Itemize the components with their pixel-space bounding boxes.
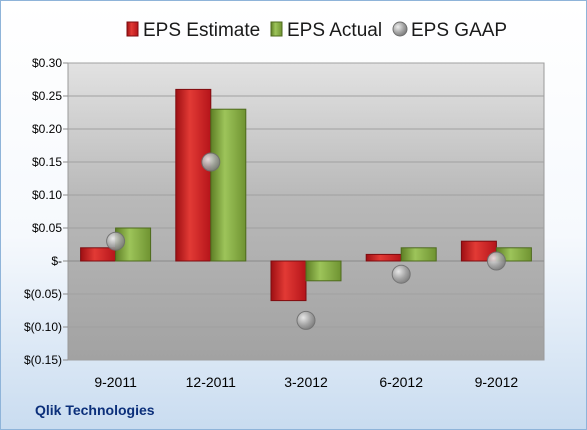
bars	[80, 88, 532, 302]
legend-eps-estimate-swatch	[126, 21, 139, 37]
eps-actual-bar	[305, 260, 342, 282]
eps-gaap-point	[391, 264, 411, 284]
eps-gaap-point	[201, 152, 221, 172]
legend-label: EPS Actual	[287, 20, 382, 41]
y-tick-label: $0.20	[32, 122, 62, 136]
legend-label: EPS GAAP	[411, 20, 507, 41]
x-category-label: 9-2012	[475, 374, 519, 390]
y-tick-label: $(0.05)	[24, 287, 62, 301]
x-category-label: 9-2011	[94, 374, 137, 390]
eps-gaap-point	[106, 231, 126, 251]
y-tick-label: $(0.10)	[24, 320, 62, 334]
x-category-label: 3-2012	[284, 374, 328, 390]
y-tick-label: $-	[51, 254, 62, 268]
eps-gaap-point	[296, 310, 316, 330]
legend-eps-actual-swatch	[270, 21, 283, 37]
y-tick-label: $(0.15)	[24, 353, 62, 367]
company-name: Qlik Technologies	[35, 402, 155, 418]
eps-estimate-bar	[80, 247, 117, 262]
x-category-label: 12-2011	[186, 374, 237, 390]
y-tick-label: $0.25	[32, 89, 62, 103]
eps-estimate-bar	[365, 253, 402, 262]
y-tick-label: $0.05	[32, 221, 62, 235]
y-axis: $0.30 $0.25 $0.20 $0.15 $0.10 $0.05 $- $(0.05) $…	[24, 56, 68, 367]
eps-actual-bar	[400, 247, 437, 262]
x-axis: 9-2011 12-2011 3-2012 6-2012 9-2012	[94, 374, 518, 390]
x-category-label: 6-2012	[379, 374, 423, 390]
gaap-points	[106, 152, 506, 330]
eps-gaap-point	[486, 251, 506, 271]
plot-area	[67, 62, 545, 361]
legend-eps-gaap-swatch	[392, 21, 408, 37]
eps-estimate-bar	[270, 260, 307, 302]
legend: EPS Estimate EPS Actual EPS GAAP	[126, 20, 507, 41]
y-tick-label: $0.10	[32, 188, 62, 202]
legend-label: EPS Estimate	[143, 20, 260, 41]
eps-actual-bar	[210, 108, 247, 262]
y-tick-label: $0.30	[32, 56, 62, 70]
eps-estimate-bar	[175, 88, 212, 262]
y-tick-label: $0.15	[32, 155, 62, 169]
